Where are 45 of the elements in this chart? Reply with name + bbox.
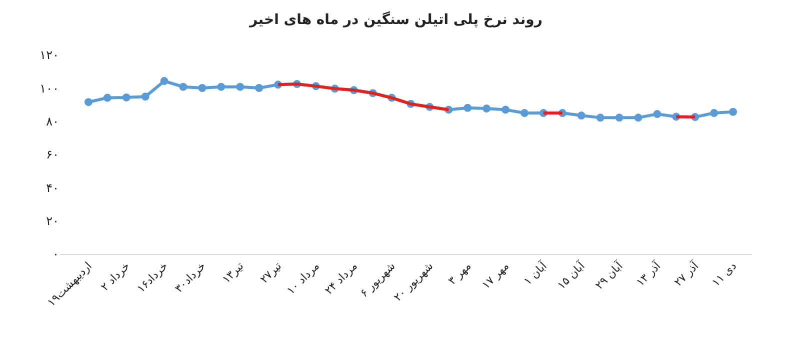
x-tick-label: ۲۴ مرداد [322, 259, 360, 298]
point [520, 109, 528, 118]
point [122, 93, 130, 102]
point [502, 106, 510, 114]
y-tick-label: ۱۰۰ [40, 81, 59, 96]
point [615, 114, 624, 122]
y-tick-label: ۸۰ [46, 114, 59, 129]
y-tick-label: ۲۰ [46, 214, 59, 228]
point [729, 108, 738, 116]
x-tick-label: ۱۶خرداد [134, 260, 170, 296]
point [217, 82, 226, 91]
x-tick-label: ۱۷ مهر [479, 259, 512, 292]
x-tick-label: ۲۷تیر [258, 260, 284, 286]
x-tick-label: ۱۳تیر [220, 260, 246, 286]
y-tick-label: ۴۰ [46, 180, 59, 195]
point [653, 110, 662, 118]
point [141, 92, 150, 101]
point [596, 114, 604, 122]
point [103, 94, 112, 102]
x-tick-label: ۱۱ دی [709, 259, 740, 290]
y-tick-label: ۰ [52, 247, 59, 262]
point [255, 84, 264, 92]
point [482, 104, 491, 113]
y-tick-label: ۱۲۰ [40, 48, 59, 62]
x-tick-label: ۳۰خرداد [172, 260, 208, 296]
x-tick-label: ۱۹اردیبهشت [44, 260, 94, 310]
x-tick-label: ۲۷ آذر [671, 258, 702, 289]
x-tick-label: ۱۵ آبان [554, 258, 588, 292]
y-tick-label: ۶۰ [46, 148, 59, 162]
point [236, 82, 244, 91]
x-tick-label: ۱۳ آذر [633, 258, 664, 289]
x-tick-label: ۱ آبان [520, 258, 550, 288]
chart-title: روند نرخ پلی اتیلن سنگین در ماه های اخیر [248, 10, 542, 28]
point [160, 77, 168, 86]
x-tick-label: ۱۰ مرداد [284, 259, 322, 298]
point [84, 98, 92, 106]
point [464, 104, 472, 112]
x-tick-label: ۳ مهر [446, 259, 474, 288]
point [179, 82, 188, 91]
x-tick-label: ۲۹ آبان [592, 258, 626, 292]
point [198, 84, 206, 92]
point [577, 112, 586, 120]
x-tick-label: ۲ خرداد [98, 260, 132, 294]
point [634, 114, 642, 122]
point [710, 109, 718, 118]
